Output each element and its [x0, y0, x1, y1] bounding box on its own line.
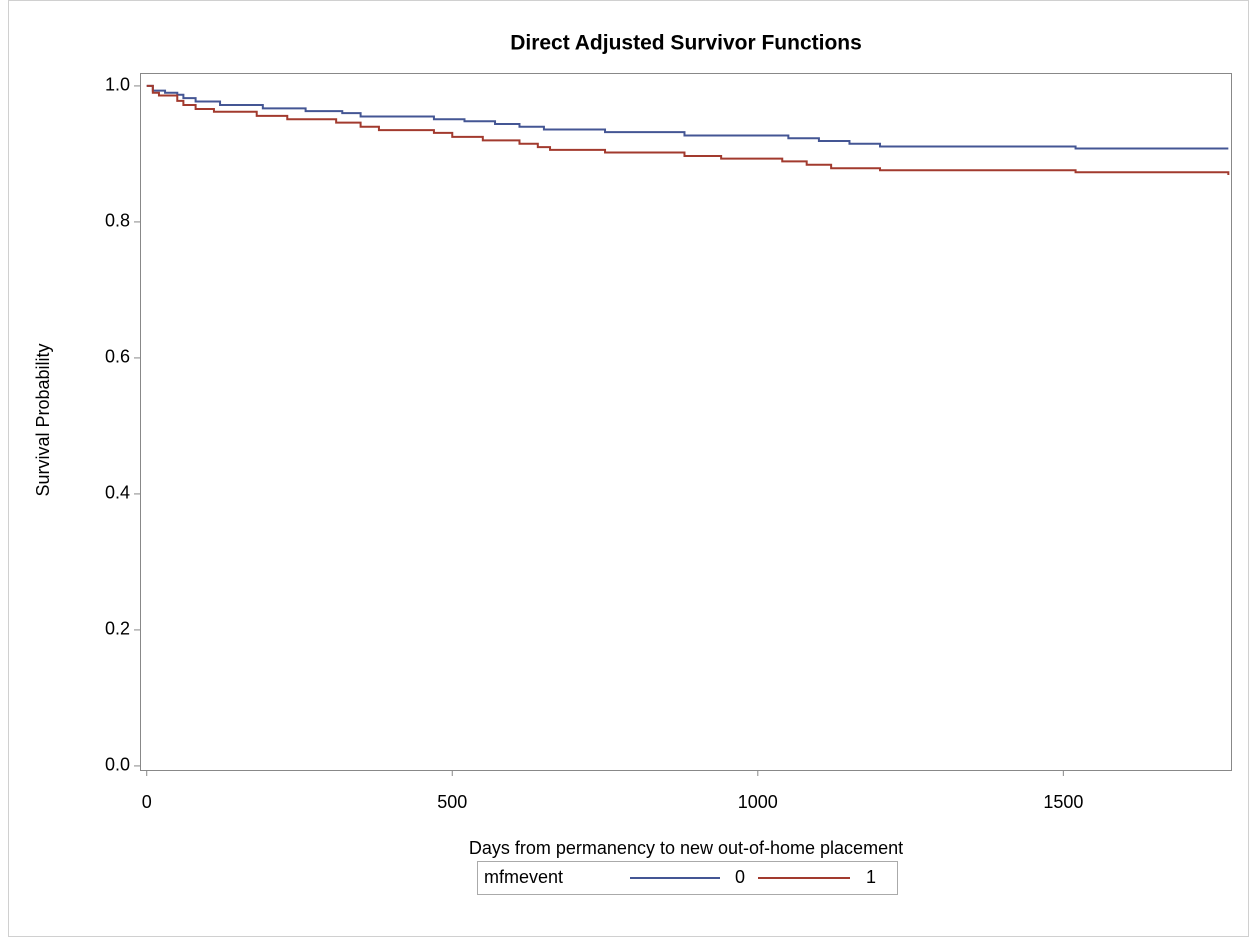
x-tick-label: 0 — [142, 792, 152, 812]
y-tick-label: 0.8 — [105, 211, 130, 231]
y-tick-label: 0.6 — [105, 347, 130, 367]
legend-title: mfmevent — [484, 867, 563, 887]
legend-label: 1 — [866, 867, 876, 887]
y-axis-label: Survival Probability — [33, 343, 53, 496]
y-tick-label: 1.0 — [105, 75, 130, 95]
legend-label: 0 — [735, 867, 745, 887]
y-tick-label: 0.0 — [105, 755, 130, 775]
plot-area — [140, 73, 1232, 771]
x-tick-label: 1500 — [1043, 792, 1083, 812]
chart-title: Direct Adjusted Survivor Functions — [510, 32, 862, 55]
x-axis-label: Days from permanency to new out-of-home … — [469, 838, 903, 858]
x-tick-label: 1000 — [738, 792, 778, 812]
survival-line — [146, 84, 1229, 150]
legend-box — [477, 861, 898, 895]
x-tick-label: 500 — [437, 792, 467, 812]
y-tick-label: 0.2 — [105, 619, 130, 639]
y-tick-label: 0.4 — [105, 483, 130, 503]
survival-line — [146, 84, 1230, 175]
